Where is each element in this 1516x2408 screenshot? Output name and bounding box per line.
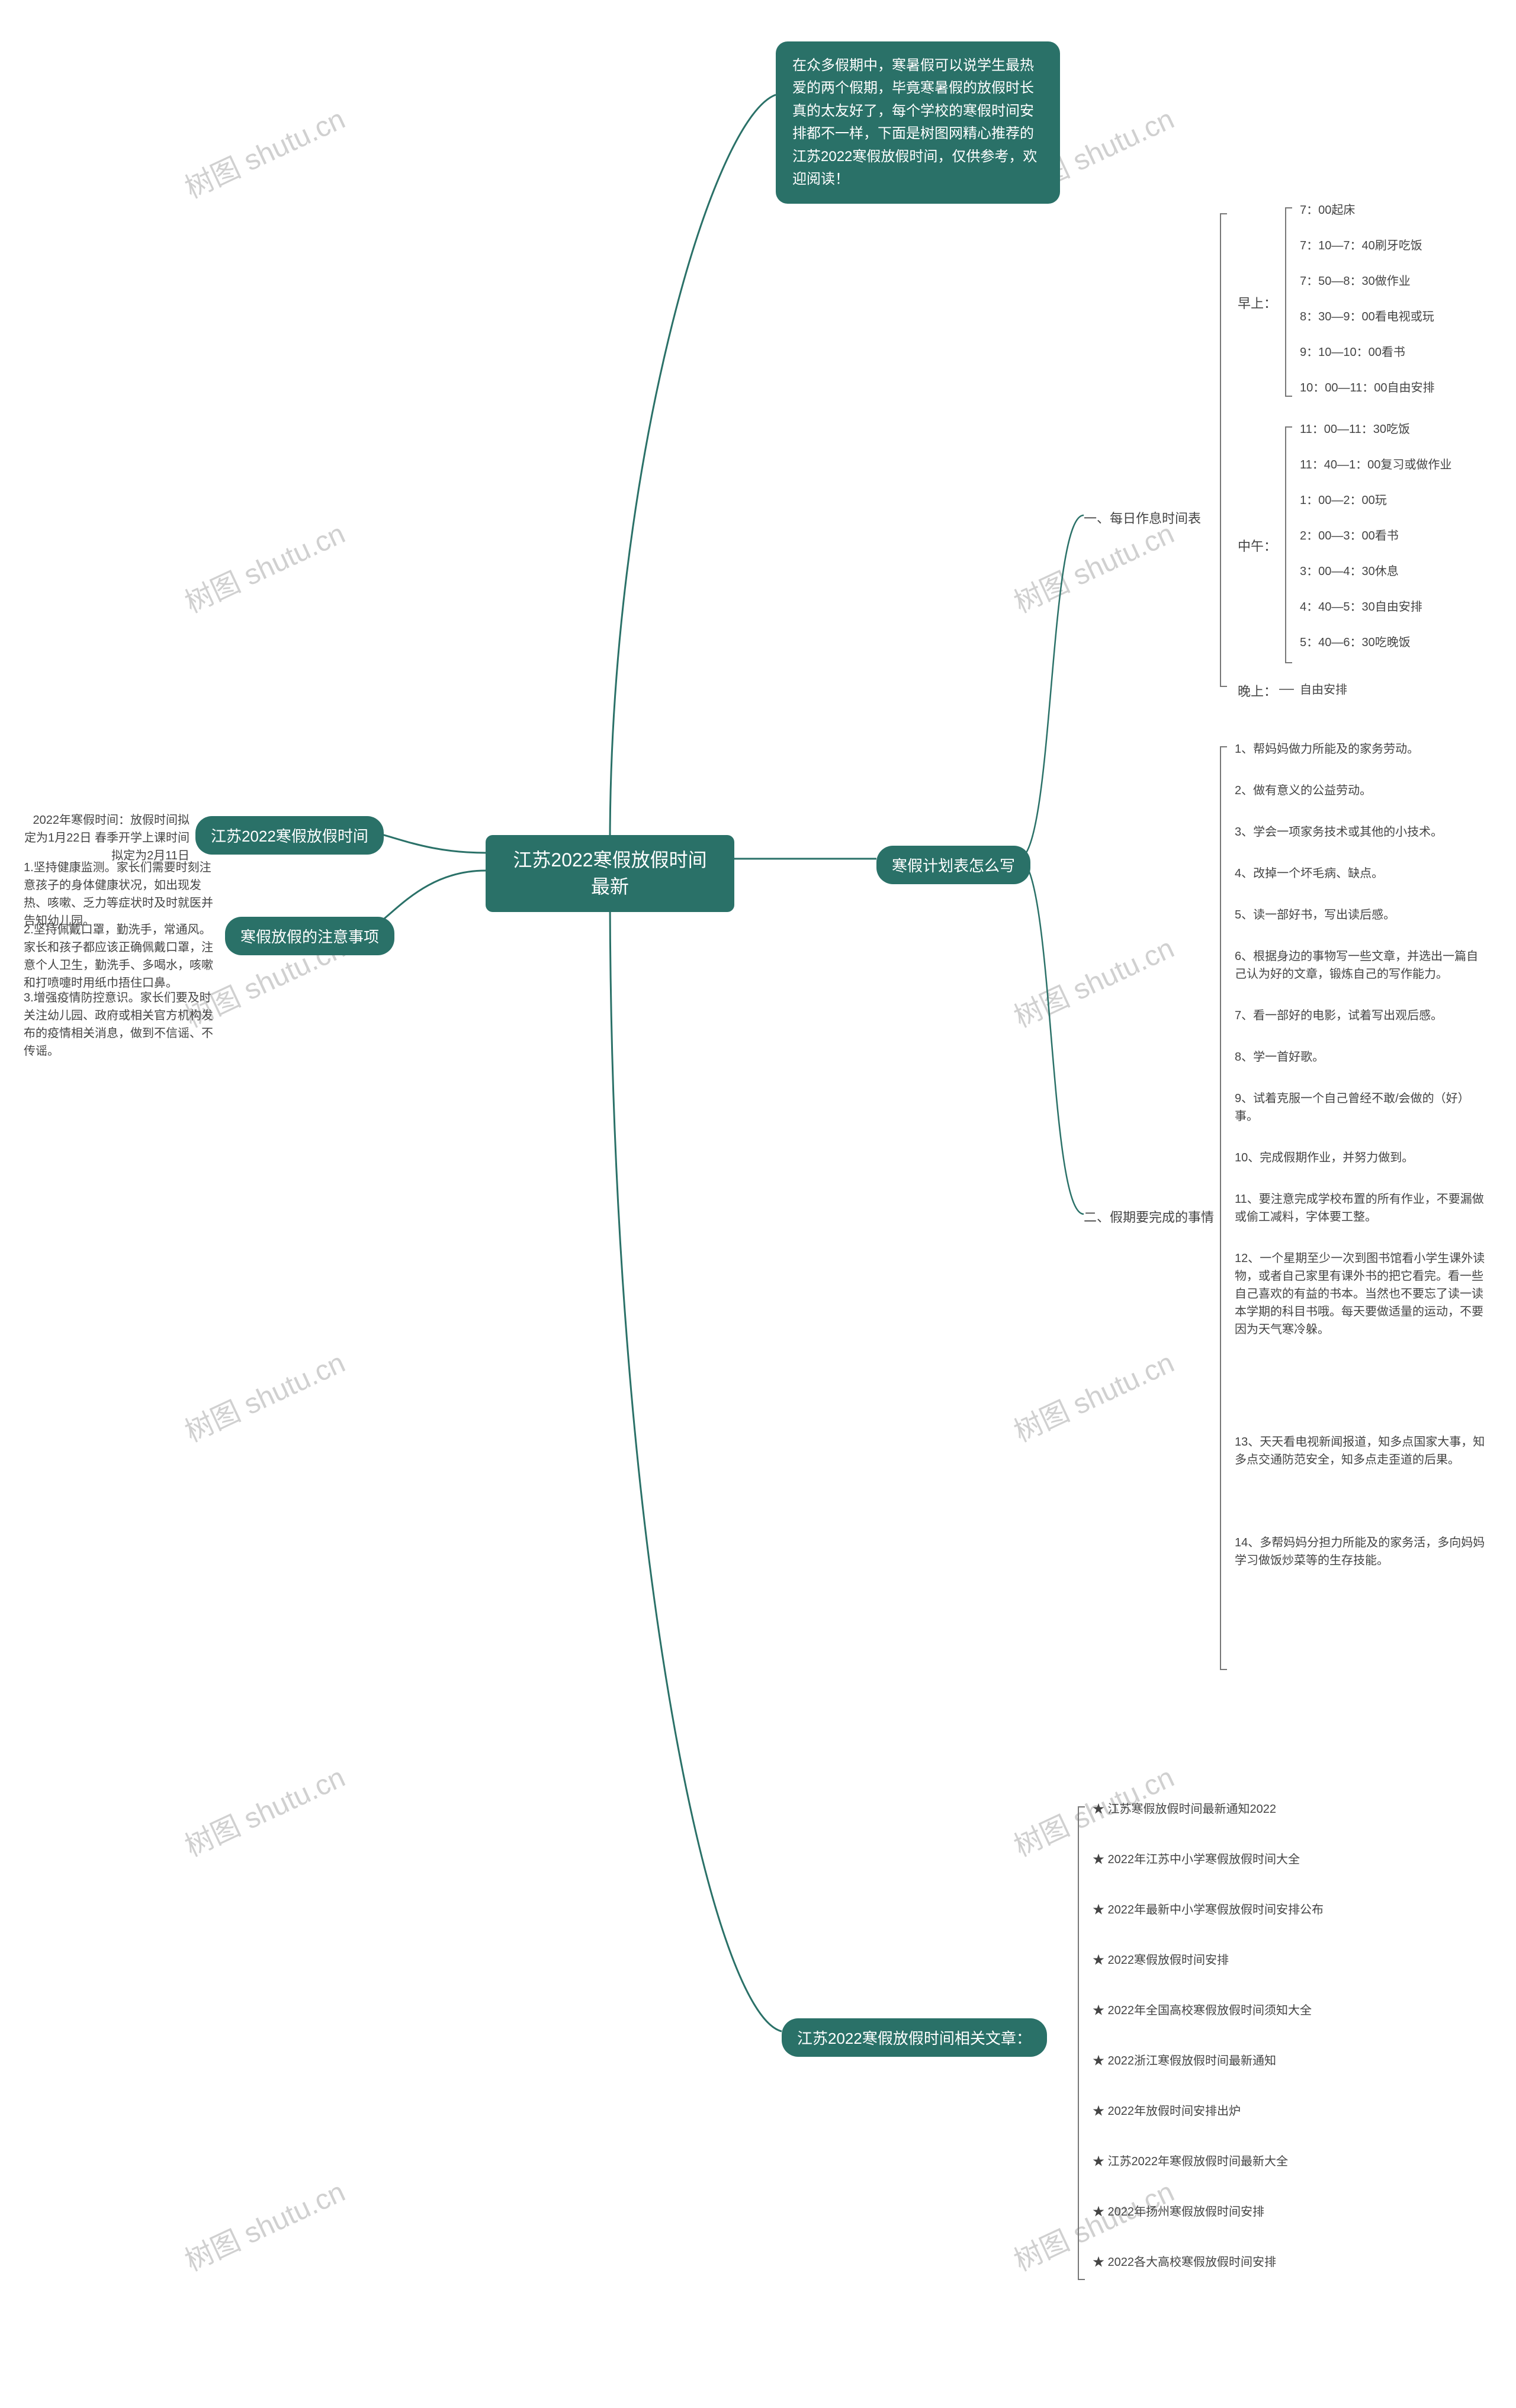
leaf-task-5: 6、根据身边的事物写一些文章，并选出一篇自己认为好的文章，锻炼自己的写作能力。 [1235,948,1489,983]
sub-noon: 中午： [1238,536,1277,555]
leaf-noon-5: 4：40—5：30自由安排 [1300,598,1422,616]
sub-morning: 早上： [1238,293,1277,312]
leaf-related-9: ★ 2022各大高校寒假放假时间安排 [1093,2253,1276,2271]
leaf-morning-1: 7：10—7：40刷牙吃饭 [1300,237,1422,255]
leaf-task-6: 7、看一部好的电影，试着写出观后感。 [1235,1007,1443,1025]
branch-plan: 寒假计划表怎么写 [876,846,1030,884]
leaf-noon-3: 2：00—3：00看书 [1300,527,1399,545]
watermark: 树图 shutu.cn [177,511,351,621]
leaf-task-0: 1、帮妈妈做力所能及的家务劳动。 [1235,740,1419,758]
bracket-tasks [1220,746,1221,1670]
watermark: 树图 shutu.cn [177,96,351,206]
leaf-related-3: ★ 2022寒假放假时间安排 [1093,1951,1229,1969]
leaf-time-content: 2022年寒假时间：放假时间拟定为1月22日 春季开学上课时间拟定为2月11日 [24,811,190,865]
branch-time: 江苏2022寒假放假时间 [195,816,384,855]
leaf-precaution-3: 3.增强疫情防控意识。家长们要及时关注幼儿园、政府或相关官方机构发布的疫情相关消… [24,989,213,1060]
leaf-related-6: ★ 2022年放假时间安排出炉 [1093,2102,1241,2120]
sub-evening: 晚上： [1238,681,1277,700]
leaf-task-1: 2、做有意义的公益劳动。 [1235,782,1372,800]
leaf-task-4: 5、读一部好书，写出读后感。 [1235,906,1395,924]
branch-precautions: 寒假放假的注意事项 [225,917,394,955]
leaf-precaution-1: 1.坚持健康监测。家长们需要时刻注意孩子的身体健康状况，如出现发热、咳嗽、乏力等… [24,859,213,930]
leaf-morning-4: 9：10—10：00看书 [1300,343,1405,361]
bracket-related [1078,1806,1079,2280]
leaf-noon-2: 1：00—2：00玩 [1300,492,1387,509]
leaf-related-2: ★ 2022年最新中小学寒假放假时间安排公布 [1093,1901,1324,1919]
leaf-precaution-2: 2.坚持佩戴口罩，勤洗手，常通风。家长和孩子都应该正确佩戴口罩，注意个人卫生，勤… [24,921,213,992]
leaf-related-1: ★ 2022年江苏中小学寒假放假时间大全 [1093,1851,1300,1868]
sub-tasks: 二、假期要完成的事情 [1084,1207,1214,1226]
leaf-morning-2: 7：50—8：30做作业 [1300,272,1411,290]
leaf-related-5: ★ 2022浙江寒假放假时间最新通知 [1093,2052,1276,2070]
bracket-noon [1285,426,1286,663]
bracket-schedule [1220,213,1221,687]
watermark: 树图 shutu.cn [177,2169,351,2279]
leaf-task-9: 10、完成假期作业，并努力做到。 [1235,1149,1414,1167]
watermark: 树图 shutu.cn [177,1754,351,1864]
leaf-morning-5: 10：00—11：00自由安排 [1300,379,1435,397]
intro-box: 在众多假期中，寒暑假可以说学生最热爱的两个假期，毕竟寒暑假的放假时长真的太友好了… [776,41,1060,204]
bracket-morning [1285,207,1286,397]
leaf-noon-4: 3：00—4：30休息 [1300,563,1399,580]
watermark: 树图 shutu.cn [1006,1340,1180,1450]
leaf-noon-0: 11：00—11：30吃饭 [1300,420,1410,438]
leaf-related-0: ★ 江苏寒假放假时间最新通知2022 [1093,1800,1276,1818]
watermark: 树图 shutu.cn [177,1340,351,1450]
sub-schedule: 一、每日作息时间表 [1084,508,1201,527]
leaf-task-12: 13、天天看电视新闻报道，知多点国家大事，知多点交通防范安全，知多点走歪道的后果… [1235,1433,1489,1469]
leaf-morning-0: 7：00起床 [1300,201,1355,219]
leaf-related-8: ★ 2022年扬州寒假放假时间安排 [1093,2203,1264,2221]
leaf-morning-3: 8：30—9：00看电视或玩 [1300,308,1434,326]
branch-related: 江苏2022寒假放假时间相关文章： [782,2018,1047,2057]
watermark: 树图 shutu.cn [1006,925,1180,1035]
leaf-related-4: ★ 2022年全国高校寒假放假时间须知大全 [1093,2002,1312,2019]
leaf-task-10: 11、要注意完成学校布置的所有作业，不要漏做或偷工减料，字体要工整。 [1235,1190,1489,1226]
leaf-related-7: ★ 江苏2022年寒假放假时间最新大全 [1093,2153,1288,2171]
leaf-task-7: 8、学一首好歌。 [1235,1048,1324,1066]
leaf-task-13: 14、多帮妈妈分担力所能及的家务活，多向妈妈学习做饭炒菜等的生存技能。 [1235,1534,1489,1569]
leaf-task-3: 4、改掉一个坏毛病、缺点。 [1235,865,1383,882]
leaf-noon-1: 11：40—1：00复习或做作业 [1300,456,1451,474]
root-node: 江苏2022寒假放假时间最新 [486,835,734,912]
leaf-task-11: 12、一个星期至少一次到图书馆看小学生课外读物，或者自己家里有课外书的把它看完。… [1235,1250,1489,1338]
leaf-task-2: 3、学会一项家务技术或其他的小技术。 [1235,823,1443,841]
leaf-task-8: 9、试着克服一个自己曾经不敢/会做的（好）事。 [1235,1090,1489,1125]
hline-evening [1279,689,1294,690]
leaf-noon-6: 5：40—6：30吃晚饭 [1300,634,1411,651]
leaf-evening: 自由安排 [1300,681,1347,699]
